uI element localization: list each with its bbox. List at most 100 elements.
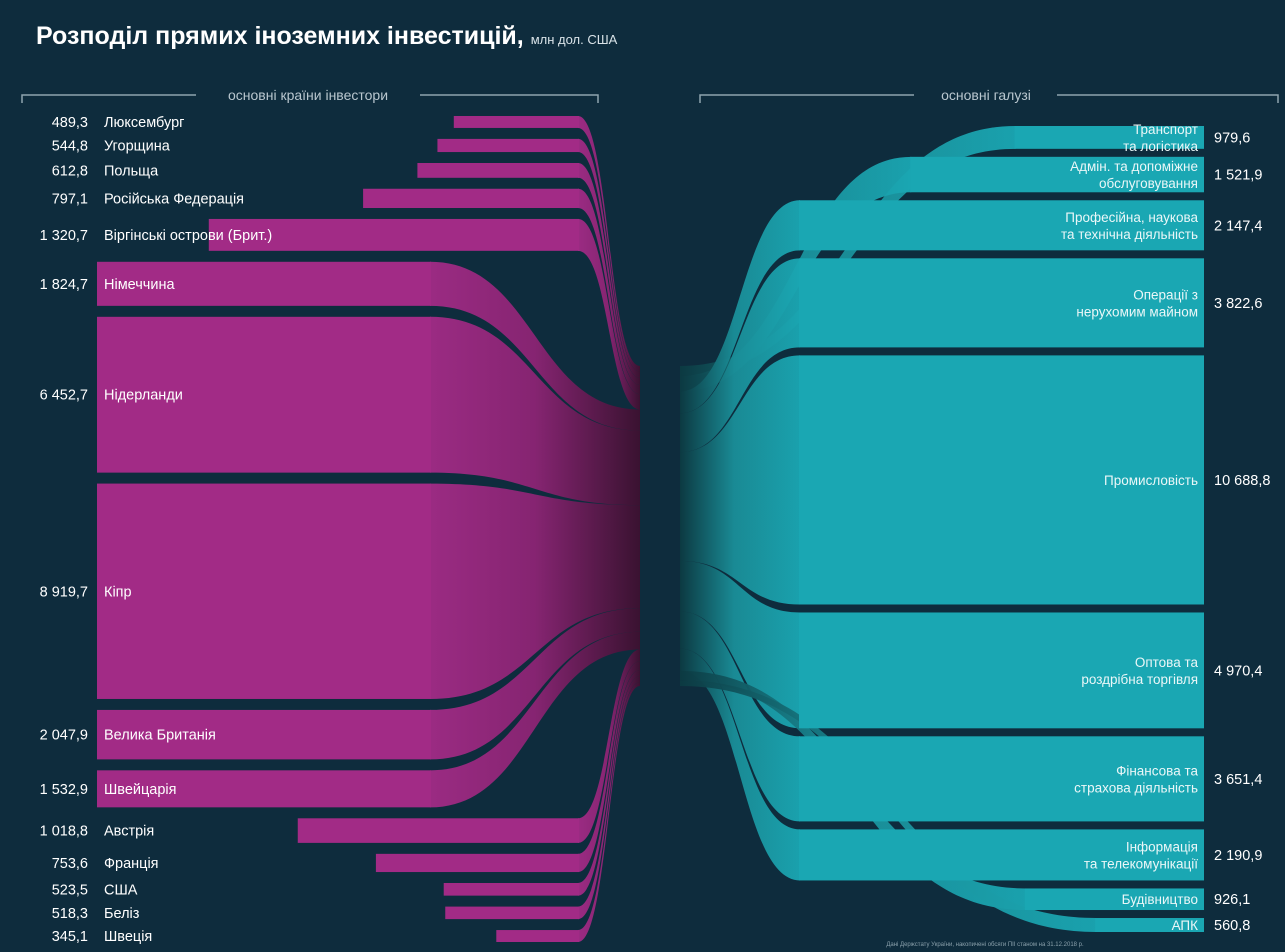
country-label-13: Беліз bbox=[104, 906, 140, 922]
country-bar-6 bbox=[97, 316, 431, 473]
industry-label-6-line-1: страхова діяльність bbox=[1074, 780, 1198, 795]
industry-bar-9 bbox=[1095, 918, 1204, 932]
industry-label-7-line-0: Інформація bbox=[1126, 839, 1198, 854]
country-value-5: 1 824,7 bbox=[40, 277, 88, 293]
industry-value-8: 926,1 bbox=[1214, 892, 1250, 908]
country-value-11: 753,6 bbox=[52, 856, 88, 872]
country-value-9: 1 532,9 bbox=[40, 782, 88, 798]
industry-label-2-line-0: Професійна, наукова bbox=[1065, 210, 1198, 225]
industry-flow-2 bbox=[680, 200, 800, 414]
country-bar-3 bbox=[363, 188, 579, 208]
country-flow-6 bbox=[430, 316, 640, 506]
country-flows bbox=[430, 116, 640, 942]
industry-bar-7 bbox=[799, 829, 1204, 881]
country-bar-9 bbox=[97, 770, 431, 808]
country-bar-12 bbox=[443, 882, 579, 896]
industry-labels: Транспорт та логістика 979,6 Адмін. та допо… bbox=[1061, 122, 1270, 934]
chart-title: Розподіл прямих іноземних інвестицій, мл… bbox=[36, 22, 617, 51]
country-value-12: 523,5 bbox=[52, 882, 88, 898]
country-flow-9 bbox=[430, 631, 640, 808]
country-bar-7 bbox=[97, 483, 431, 699]
country-bar-11 bbox=[375, 853, 579, 873]
right-bracket-line-b bbox=[1057, 94, 1279, 103]
country-value-14: 345,1 bbox=[52, 929, 88, 945]
industry-value-7: 2 190,9 bbox=[1214, 848, 1262, 864]
industry-value-4: 10 688,8 bbox=[1214, 473, 1270, 489]
source-note: Дані Держстату України, накопичені обсяг… bbox=[886, 942, 1084, 948]
country-label-7: Кіпр bbox=[104, 584, 132, 600]
industry-label-5-line-0: Оптова та bbox=[1135, 655, 1199, 670]
country-label-1: Угорщина bbox=[104, 138, 171, 154]
industry-bar-1 bbox=[910, 156, 1204, 193]
country-value-7: 8 919,7 bbox=[40, 584, 88, 600]
country-flow-7 bbox=[430, 483, 640, 699]
country-flow-3 bbox=[578, 188, 640, 395]
country-value-8: 2 047,9 bbox=[40, 728, 88, 744]
industry-value-2: 2 147,4 bbox=[1214, 218, 1262, 234]
country-bar-8 bbox=[97, 709, 431, 760]
industry-label-7-line-1: та телекомунікації bbox=[1084, 856, 1198, 871]
country-flow-0 bbox=[578, 116, 640, 372]
right-section-header: основні галузі bbox=[941, 87, 1031, 103]
industry-label-3-line-1: нерухомим майном bbox=[1076, 304, 1198, 319]
industry-flow-5 bbox=[680, 560, 800, 729]
right-bracket-line-a bbox=[699, 94, 914, 103]
industry-value-9: 560,8 bbox=[1214, 918, 1250, 934]
industry-value-0: 979,6 bbox=[1214, 130, 1250, 146]
country-value-13: 518,3 bbox=[52, 906, 88, 922]
section-brackets: основні країни інвестори основні галузі bbox=[21, 87, 1279, 103]
country-bar-14 bbox=[496, 930, 579, 942]
country-value-4: 1 320,7 bbox=[40, 228, 88, 244]
country-flow-13 bbox=[578, 676, 640, 920]
industry-label-0-line-0: Транспорт bbox=[1133, 122, 1198, 137]
chart-unit: млн дол. США bbox=[530, 32, 618, 47]
industry-label-3-line-0: Операції з bbox=[1133, 287, 1198, 302]
industry-bar-3 bbox=[799, 258, 1204, 348]
industry-bar-2 bbox=[799, 200, 1204, 251]
country-label-9: Швейцарія bbox=[104, 782, 177, 798]
country-label-5: Німеччина bbox=[104, 277, 175, 293]
country-label-6: Нідерланди bbox=[104, 388, 183, 404]
country-label-12: США bbox=[104, 882, 138, 898]
country-bar-10 bbox=[297, 818, 579, 843]
country-value-10: 1 018,8 bbox=[40, 824, 88, 840]
country-label-11: Франція bbox=[104, 856, 159, 872]
country-bar-13 bbox=[445, 906, 579, 920]
industry-label-5-line-1: роздрібна торгівля bbox=[1081, 672, 1198, 687]
country-flow-8 bbox=[430, 608, 640, 760]
country-flow-2 bbox=[578, 163, 640, 386]
industry-bars bbox=[799, 126, 1204, 932]
country-flow-14 bbox=[578, 682, 640, 942]
industry-value-3: 3 822,6 bbox=[1214, 296, 1262, 312]
country-bar-1 bbox=[437, 138, 579, 153]
country-bars bbox=[97, 116, 580, 942]
country-bar-2 bbox=[417, 163, 579, 178]
country-label-2: Польща bbox=[104, 163, 159, 179]
industry-value-1: 1 521,9 bbox=[1214, 168, 1262, 184]
country-value-6: 6 452,7 bbox=[40, 388, 88, 404]
industry-bar-8 bbox=[1024, 888, 1204, 911]
country-labels: 489,3 Люксембург 544,8 Угорщина 612,8 Польща 7… bbox=[40, 115, 273, 945]
industry-value-5: 4 970,4 bbox=[1214, 663, 1262, 679]
industry-flow-4 bbox=[680, 355, 800, 605]
industry-label-4-line-0: Промисловість bbox=[1104, 473, 1198, 488]
industry-flow-7 bbox=[680, 648, 800, 881]
country-value-0: 489,3 bbox=[52, 115, 88, 131]
industry-bar-4 bbox=[799, 355, 1204, 605]
industry-label-0-line-1: та логістика bbox=[1123, 139, 1198, 154]
industry-label-1-line-0: Адмін. та допоміжне bbox=[1070, 159, 1198, 174]
industry-flow-0 bbox=[680, 126, 1016, 376]
industry-flow-3 bbox=[680, 258, 800, 453]
country-flow-10 bbox=[578, 649, 640, 843]
country-flow-5 bbox=[430, 261, 640, 431]
industry-bar-6 bbox=[799, 736, 1204, 822]
left-bracket-line-a bbox=[21, 94, 196, 103]
country-label-0: Люксембург bbox=[104, 115, 184, 131]
country-label-10: Австрія bbox=[104, 824, 154, 840]
country-flow-1 bbox=[578, 138, 640, 378]
country-value-1: 544,8 bbox=[52, 138, 88, 154]
industry-label-6-line-0: Фінансова та bbox=[1116, 763, 1198, 778]
country-bar-0 bbox=[453, 116, 579, 128]
